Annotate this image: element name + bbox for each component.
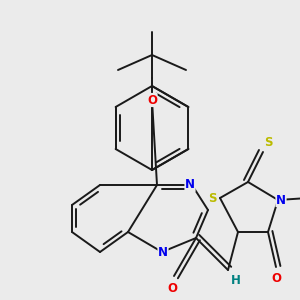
Text: N: N	[158, 245, 168, 259]
Text: O: O	[147, 94, 157, 106]
Text: N: N	[276, 194, 286, 206]
Text: H: H	[231, 274, 241, 286]
Text: O: O	[271, 272, 281, 286]
Text: N: N	[185, 178, 195, 191]
Text: O: O	[167, 281, 177, 295]
Text: S: S	[208, 191, 216, 205]
Text: S: S	[264, 136, 272, 148]
